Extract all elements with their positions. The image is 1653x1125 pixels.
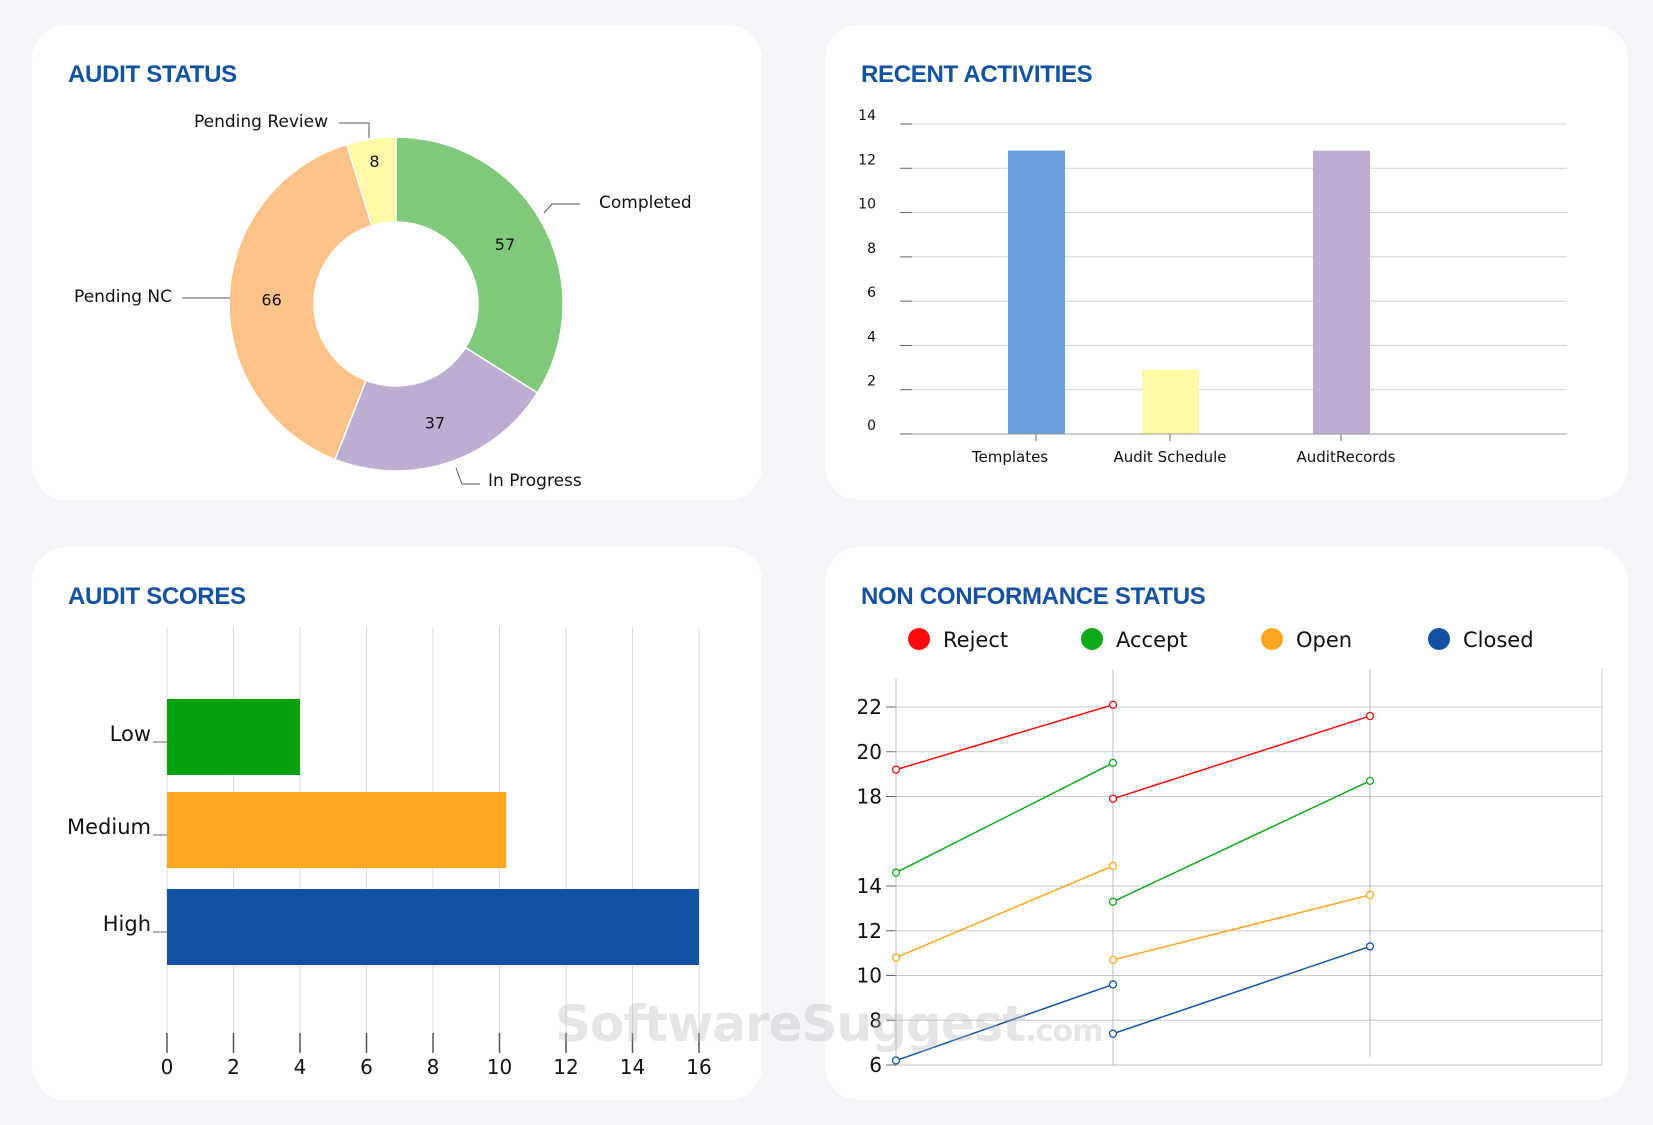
slice-category-label: Pending NC [74, 287, 172, 307]
data-point [1365, 942, 1375, 951]
y-tick-label: 8 [869, 1008, 882, 1032]
audit-status-card: AUDIT STATUS 57 Completed 37 In Progress 66 P… [32, 25, 762, 500]
x-tick-label: 14 [620, 1055, 645, 1079]
series-line-accept [1112, 780, 1371, 903]
data-point [1108, 897, 1118, 906]
y-tick-label: 8 [867, 241, 876, 257]
data-point [1108, 758, 1118, 768]
bar-high [167, 889, 699, 965]
legend-marker-accept [1081, 628, 1103, 650]
legend-label-open: Open [1296, 628, 1352, 652]
y-tick-label: 2 [867, 374, 876, 390]
series-line-open [1112, 894, 1371, 961]
y-tick-label: 22 [857, 695, 882, 719]
slice-category-label: In Progress [488, 471, 582, 491]
audit-status-donut-chart: 57 Completed 37 In Progress 66 Pending NC 8 Pen… [74, 112, 692, 491]
x-tick-label: 10 [487, 1055, 512, 1079]
audit-status-title: AUDIT STATUS [68, 61, 237, 88]
data-point [1108, 861, 1118, 871]
data-point [1365, 776, 1375, 785]
data-point [1108, 955, 1118, 964]
data-point [891, 953, 901, 962]
y-tick-label: 6 [867, 285, 876, 301]
y-tick-label: 10 [857, 964, 882, 988]
data-point [1365, 711, 1375, 721]
data-point [891, 765, 901, 774]
data-point [1108, 794, 1118, 803]
recent-activities-title: RECENT ACTIVITIES [861, 61, 1093, 88]
x-tick-label: 8 [427, 1055, 440, 1079]
bar-low [167, 699, 300, 775]
recent-activities-card: RECENT ACTIVITIES 0 2 4 6 8 10 12 14 Templates Au… [825, 25, 1628, 500]
bar-auditrecords [1313, 150, 1370, 435]
legend-label-closed: Closed [1463, 628, 1534, 652]
data-point [1365, 890, 1375, 900]
x-tick-label: 4 [294, 1055, 307, 1079]
x-tick-label: AuditRecords [1297, 448, 1396, 466]
series-line-reject [895, 704, 1114, 771]
audit-scores-bar-chart: 0 2 4 6 8 10 12 14 16 Low Medium High [67, 627, 712, 1079]
data-point [891, 1056, 901, 1065]
leader-line [339, 122, 370, 138]
leader-line [455, 467, 480, 485]
bar-templates [1008, 150, 1065, 435]
series-line-open [895, 865, 1114, 959]
data-point [1108, 1029, 1118, 1038]
donut-slice-pending-review [345, 136, 397, 227]
x-tick-label: 2 [227, 1055, 240, 1079]
x-tick-label: Templates [971, 448, 1048, 466]
y-tick-label: 14 [858, 108, 876, 124]
x-tick-label: 12 [553, 1055, 578, 1079]
x-tick-label: Audit Schedule [1113, 448, 1226, 466]
leader-line [543, 203, 580, 214]
series-line-accept [895, 762, 1114, 874]
y-tick-label: 12 [858, 152, 876, 168]
audit-scores-title: AUDIT SCORES [68, 583, 246, 610]
data-point [1108, 700, 1118, 709]
x-tick-label: 0 [161, 1055, 174, 1079]
y-tick-label: 10 [858, 197, 876, 213]
non-conformance-card: NON CONFORMANCE STATUS 6 8 10 12 14 18 20 22 Rej… [825, 547, 1628, 1100]
data-point [891, 868, 901, 877]
y-tick-label: 12 [857, 919, 882, 943]
legend-label-reject: Reject [943, 628, 1008, 652]
slice-value-label: 37 [425, 413, 445, 432]
legend-label-accept: Accept [1116, 628, 1188, 652]
y-tick-label: High [103, 912, 151, 936]
y-tick-label: 0 [867, 418, 876, 434]
y-tick-label: 14 [857, 874, 882, 898]
slice-category-label: Pending Review [194, 112, 328, 132]
legend-marker-open [1261, 628, 1283, 650]
x-tick-label: 16 [686, 1055, 711, 1079]
non-conformance-line-chart: 6 8 10 12 14 18 20 22 Reject Accept Open Closed [857, 628, 1603, 1077]
legend-marker-reject [908, 628, 930, 650]
slice-value-label: 66 [261, 290, 281, 309]
y-tick-label: 6 [869, 1053, 882, 1077]
audit-scores-card: AUDIT SCORES 0 2 4 6 8 10 12 14 16 Low Medium High [32, 547, 762, 1100]
donut-slice-completed [395, 136, 564, 394]
x-tick-label: 6 [360, 1055, 373, 1079]
y-tick-label: 4 [867, 329, 876, 345]
legend-marker-closed [1428, 628, 1450, 650]
y-tick-label: Low [110, 722, 151, 746]
y-tick-label: Medium [67, 815, 151, 839]
slice-value-label: 8 [369, 152, 379, 171]
non-conformance-title: NON CONFORMANCE STATUS [861, 583, 1206, 610]
bar-audit-schedule [1142, 369, 1199, 434]
donut-slice-pending-nc [228, 143, 373, 461]
series-line-closed [895, 983, 1114, 1062]
series-line-closed [1112, 945, 1371, 1035]
slice-value-label: 57 [495, 235, 515, 254]
y-tick-label: 18 [857, 785, 882, 809]
y-tick-label: 20 [857, 740, 882, 764]
data-point [1108, 980, 1118, 989]
slice-category-label: Completed [599, 193, 692, 213]
donut-slice-in-progress [334, 346, 539, 472]
series-line-reject [1112, 715, 1371, 800]
recent-activities-bar-chart: 0 2 4 6 8 10 12 14 Templates Audit Schedule AuditR… [858, 108, 1567, 466]
bar-medium [167, 792, 507, 868]
